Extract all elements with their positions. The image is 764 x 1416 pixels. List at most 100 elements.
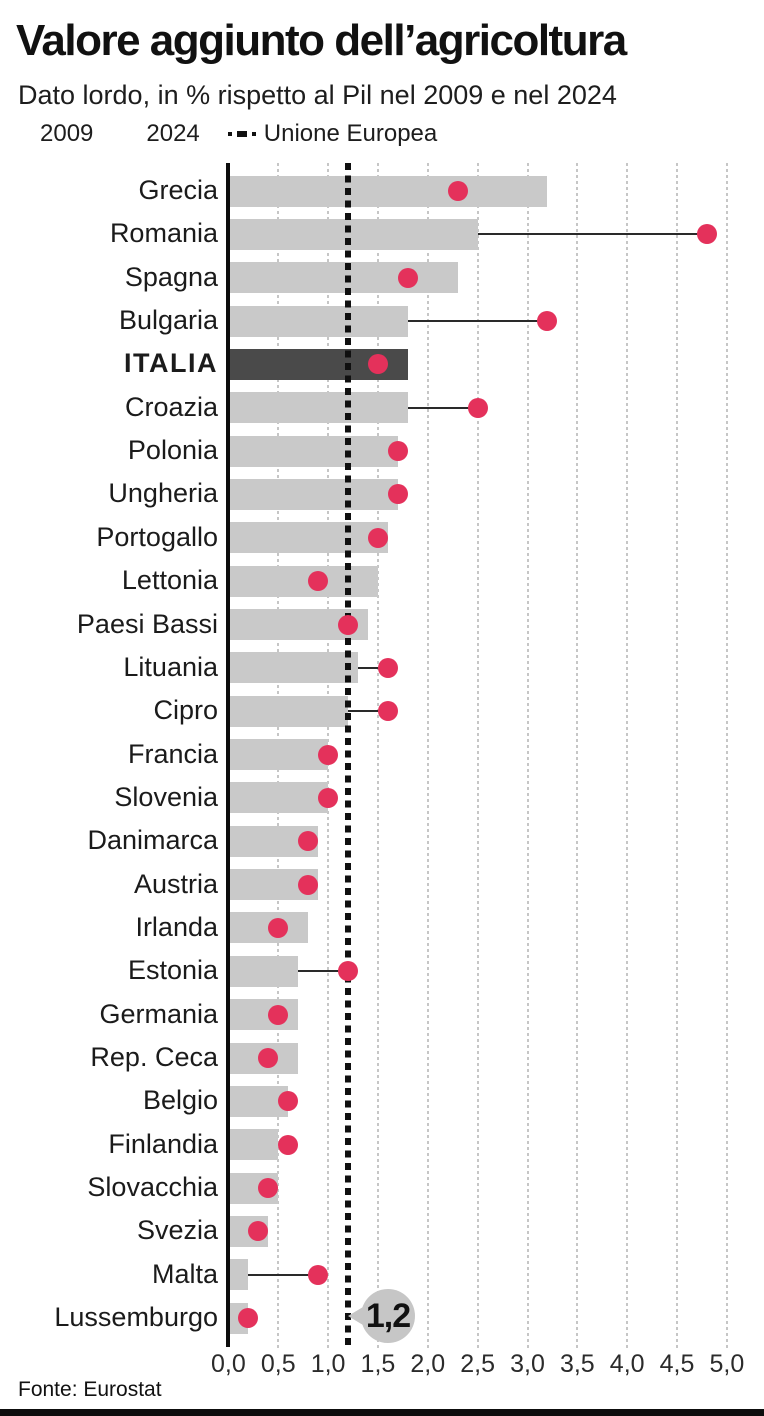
dot-2009 bbox=[278, 1091, 299, 1112]
dashed-line-icon bbox=[227, 131, 256, 137]
eu-value-callout: 1,2 bbox=[348, 1289, 415, 1343]
dot-2009 bbox=[467, 397, 488, 418]
dot-2009 bbox=[238, 1308, 259, 1329]
dot-2009 bbox=[308, 571, 329, 592]
connector-line bbox=[358, 666, 388, 669]
dot-2009 bbox=[338, 961, 359, 982]
source-note: Fonte: Eurostat bbox=[18, 1378, 162, 1401]
bar-2024 bbox=[228, 218, 478, 250]
category-label: Svezia bbox=[136, 1215, 218, 1246]
x-axis-tick-label: 4,0 bbox=[609, 1350, 645, 1378]
dot-2009 bbox=[298, 831, 319, 852]
x-axis-tick-label: 0,5 bbox=[260, 1350, 296, 1378]
category-label: Finlandia bbox=[108, 1128, 218, 1159]
dot-2009 bbox=[367, 527, 388, 548]
category-label: Lituania bbox=[123, 651, 218, 682]
gridline bbox=[526, 163, 529, 1348]
bar-2024 bbox=[228, 305, 408, 337]
gridline bbox=[626, 163, 629, 1348]
category-label: Lussemburgo bbox=[54, 1302, 218, 1333]
dot-2009 bbox=[447, 181, 468, 201]
dot-2009 bbox=[367, 354, 388, 375]
x-axis-tick-label: 0,0 bbox=[211, 1350, 246, 1378]
dot-2009 bbox=[318, 744, 339, 765]
connector-line bbox=[407, 406, 478, 409]
legend-item-eu: Unione Europea bbox=[227, 120, 438, 148]
dot-2009 bbox=[338, 614, 359, 635]
bar-2024 bbox=[228, 522, 388, 554]
x-axis-tick-label: 4,5 bbox=[659, 1350, 695, 1378]
dot-2009 bbox=[248, 1221, 269, 1242]
category-label: Rep. Ceca bbox=[90, 1042, 218, 1072]
dot-2009 bbox=[537, 311, 558, 332]
legend: 2009 2024 Unione Europea bbox=[14, 120, 451, 148]
legend-item-2024: 2024 bbox=[121, 120, 199, 148]
x-axis-tick-label: 2,0 bbox=[410, 1350, 446, 1378]
legend-label-eu: Unione Europea bbox=[263, 120, 438, 147]
x-axis-tick-label: 1,0 bbox=[310, 1350, 346, 1378]
category-label: Romania bbox=[109, 218, 218, 249]
category-label: Austria bbox=[133, 868, 218, 899]
bar-2024 bbox=[228, 782, 329, 814]
category-label: Polonia bbox=[127, 435, 218, 466]
bar-2024 bbox=[228, 175, 548, 207]
dot-2009 bbox=[387, 484, 408, 505]
gridline bbox=[725, 163, 728, 1348]
category-label: Grecia bbox=[138, 175, 218, 205]
category-label: Spagna bbox=[124, 261, 218, 292]
category-label: ITALIA bbox=[124, 348, 218, 379]
dot-2009 bbox=[377, 701, 398, 722]
category-label: Irlanda bbox=[135, 911, 218, 942]
gridline bbox=[676, 163, 679, 1348]
x-axis-tick-label: 3,5 bbox=[559, 1350, 595, 1378]
category-label: Ungheria bbox=[108, 478, 218, 509]
category-label: Estonia bbox=[127, 955, 218, 986]
dot-2009 bbox=[258, 1178, 279, 1199]
page-title: Valore aggiunto dell’agricoltura bbox=[16, 16, 627, 65]
dot-2009 bbox=[377, 657, 398, 678]
category-label: Slovacchia bbox=[87, 1172, 218, 1203]
gridline bbox=[476, 163, 479, 1348]
legend-label-2024: 2024 bbox=[146, 120, 200, 147]
category-label: Francia bbox=[127, 738, 218, 769]
connector-line bbox=[477, 233, 707, 236]
category-label: Bulgaria bbox=[118, 305, 218, 336]
bar-2024 bbox=[228, 955, 299, 987]
callout-tail-icon bbox=[348, 1307, 363, 1325]
category-label: Portogallo bbox=[96, 521, 218, 552]
bar-2024 bbox=[228, 1259, 249, 1291]
gridline bbox=[376, 163, 379, 1348]
legend-item-2009: 2009 bbox=[14, 120, 93, 148]
eu-reference-line bbox=[345, 163, 352, 1348]
x-axis-tick-label: 5,0 bbox=[709, 1350, 745, 1378]
category-label: Cipro bbox=[153, 695, 218, 726]
category-label: Slovenia bbox=[114, 781, 218, 812]
category-label: Danimarca bbox=[87, 825, 218, 856]
connector-line bbox=[298, 970, 349, 973]
dot-2009 bbox=[696, 224, 717, 245]
eu-value-label: 1,2 bbox=[365, 1296, 411, 1335]
dot-2009 bbox=[387, 441, 408, 462]
bar-2024 bbox=[228, 435, 398, 467]
bar-2024 bbox=[228, 1129, 279, 1161]
y-axis-line bbox=[226, 163, 230, 1347]
category-label: Belgio bbox=[142, 1085, 218, 1116]
connector-line bbox=[407, 320, 548, 323]
dot-2009 bbox=[318, 787, 339, 808]
x-axis-tick-label: 3,0 bbox=[510, 1350, 545, 1378]
x-axis-tick-label: 2,5 bbox=[460, 1350, 496, 1378]
dot-2009 bbox=[298, 874, 319, 895]
bar-2024 bbox=[228, 565, 378, 597]
legend-label-2009: 2009 bbox=[40, 120, 94, 147]
page-subtitle: Dato lordo, in % rispetto al Pil nel 200… bbox=[18, 80, 617, 110]
dot-2009 bbox=[268, 1004, 289, 1025]
bar-2024 bbox=[228, 478, 398, 510]
connector-line bbox=[248, 1273, 319, 1276]
gridline bbox=[576, 163, 579, 1348]
dot-2009 bbox=[397, 267, 418, 288]
bar-2024 bbox=[228, 262, 458, 294]
category-label: Paesi Bassi bbox=[76, 608, 218, 639]
gridline bbox=[426, 163, 429, 1348]
bar-2024 bbox=[228, 739, 329, 771]
